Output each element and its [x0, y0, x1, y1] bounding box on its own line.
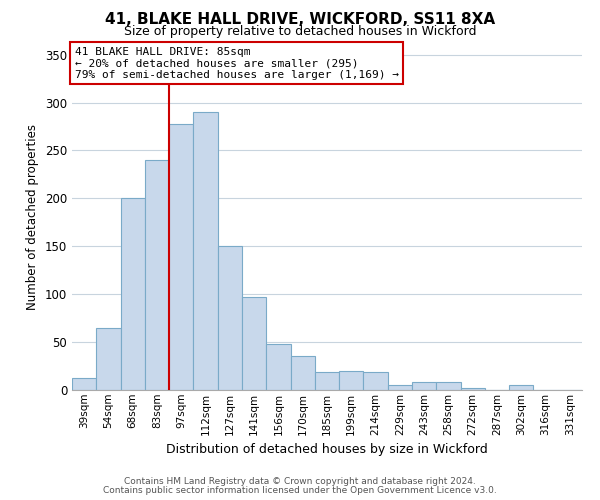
Bar	[388, 385, 412, 390]
Bar	[218, 246, 242, 390]
Bar	[290, 356, 315, 390]
Bar	[412, 382, 436, 390]
Bar	[121, 198, 145, 390]
X-axis label: Distribution of detached houses by size in Wickford: Distribution of detached houses by size …	[166, 443, 488, 456]
Bar	[461, 388, 485, 390]
Bar	[339, 371, 364, 390]
Bar	[193, 112, 218, 390]
Bar	[315, 372, 339, 390]
Bar	[509, 385, 533, 390]
Bar	[72, 378, 96, 390]
Text: 41 BLAKE HALL DRIVE: 85sqm
← 20% of detached houses are smaller (295)
79% of sem: 41 BLAKE HALL DRIVE: 85sqm ← 20% of deta…	[74, 46, 398, 80]
Bar	[96, 328, 121, 390]
Y-axis label: Number of detached properties: Number of detached properties	[26, 124, 40, 310]
Bar	[169, 124, 193, 390]
Bar	[436, 382, 461, 390]
Bar	[242, 297, 266, 390]
Text: Contains public sector information licensed under the Open Government Licence v3: Contains public sector information licen…	[103, 486, 497, 495]
Text: 41, BLAKE HALL DRIVE, WICKFORD, SS11 8XA: 41, BLAKE HALL DRIVE, WICKFORD, SS11 8XA	[105, 12, 495, 28]
Text: Contains HM Land Registry data © Crown copyright and database right 2024.: Contains HM Land Registry data © Crown c…	[124, 477, 476, 486]
Bar	[364, 372, 388, 390]
Bar	[145, 160, 169, 390]
Text: Size of property relative to detached houses in Wickford: Size of property relative to detached ho…	[124, 25, 476, 38]
Bar	[266, 344, 290, 390]
